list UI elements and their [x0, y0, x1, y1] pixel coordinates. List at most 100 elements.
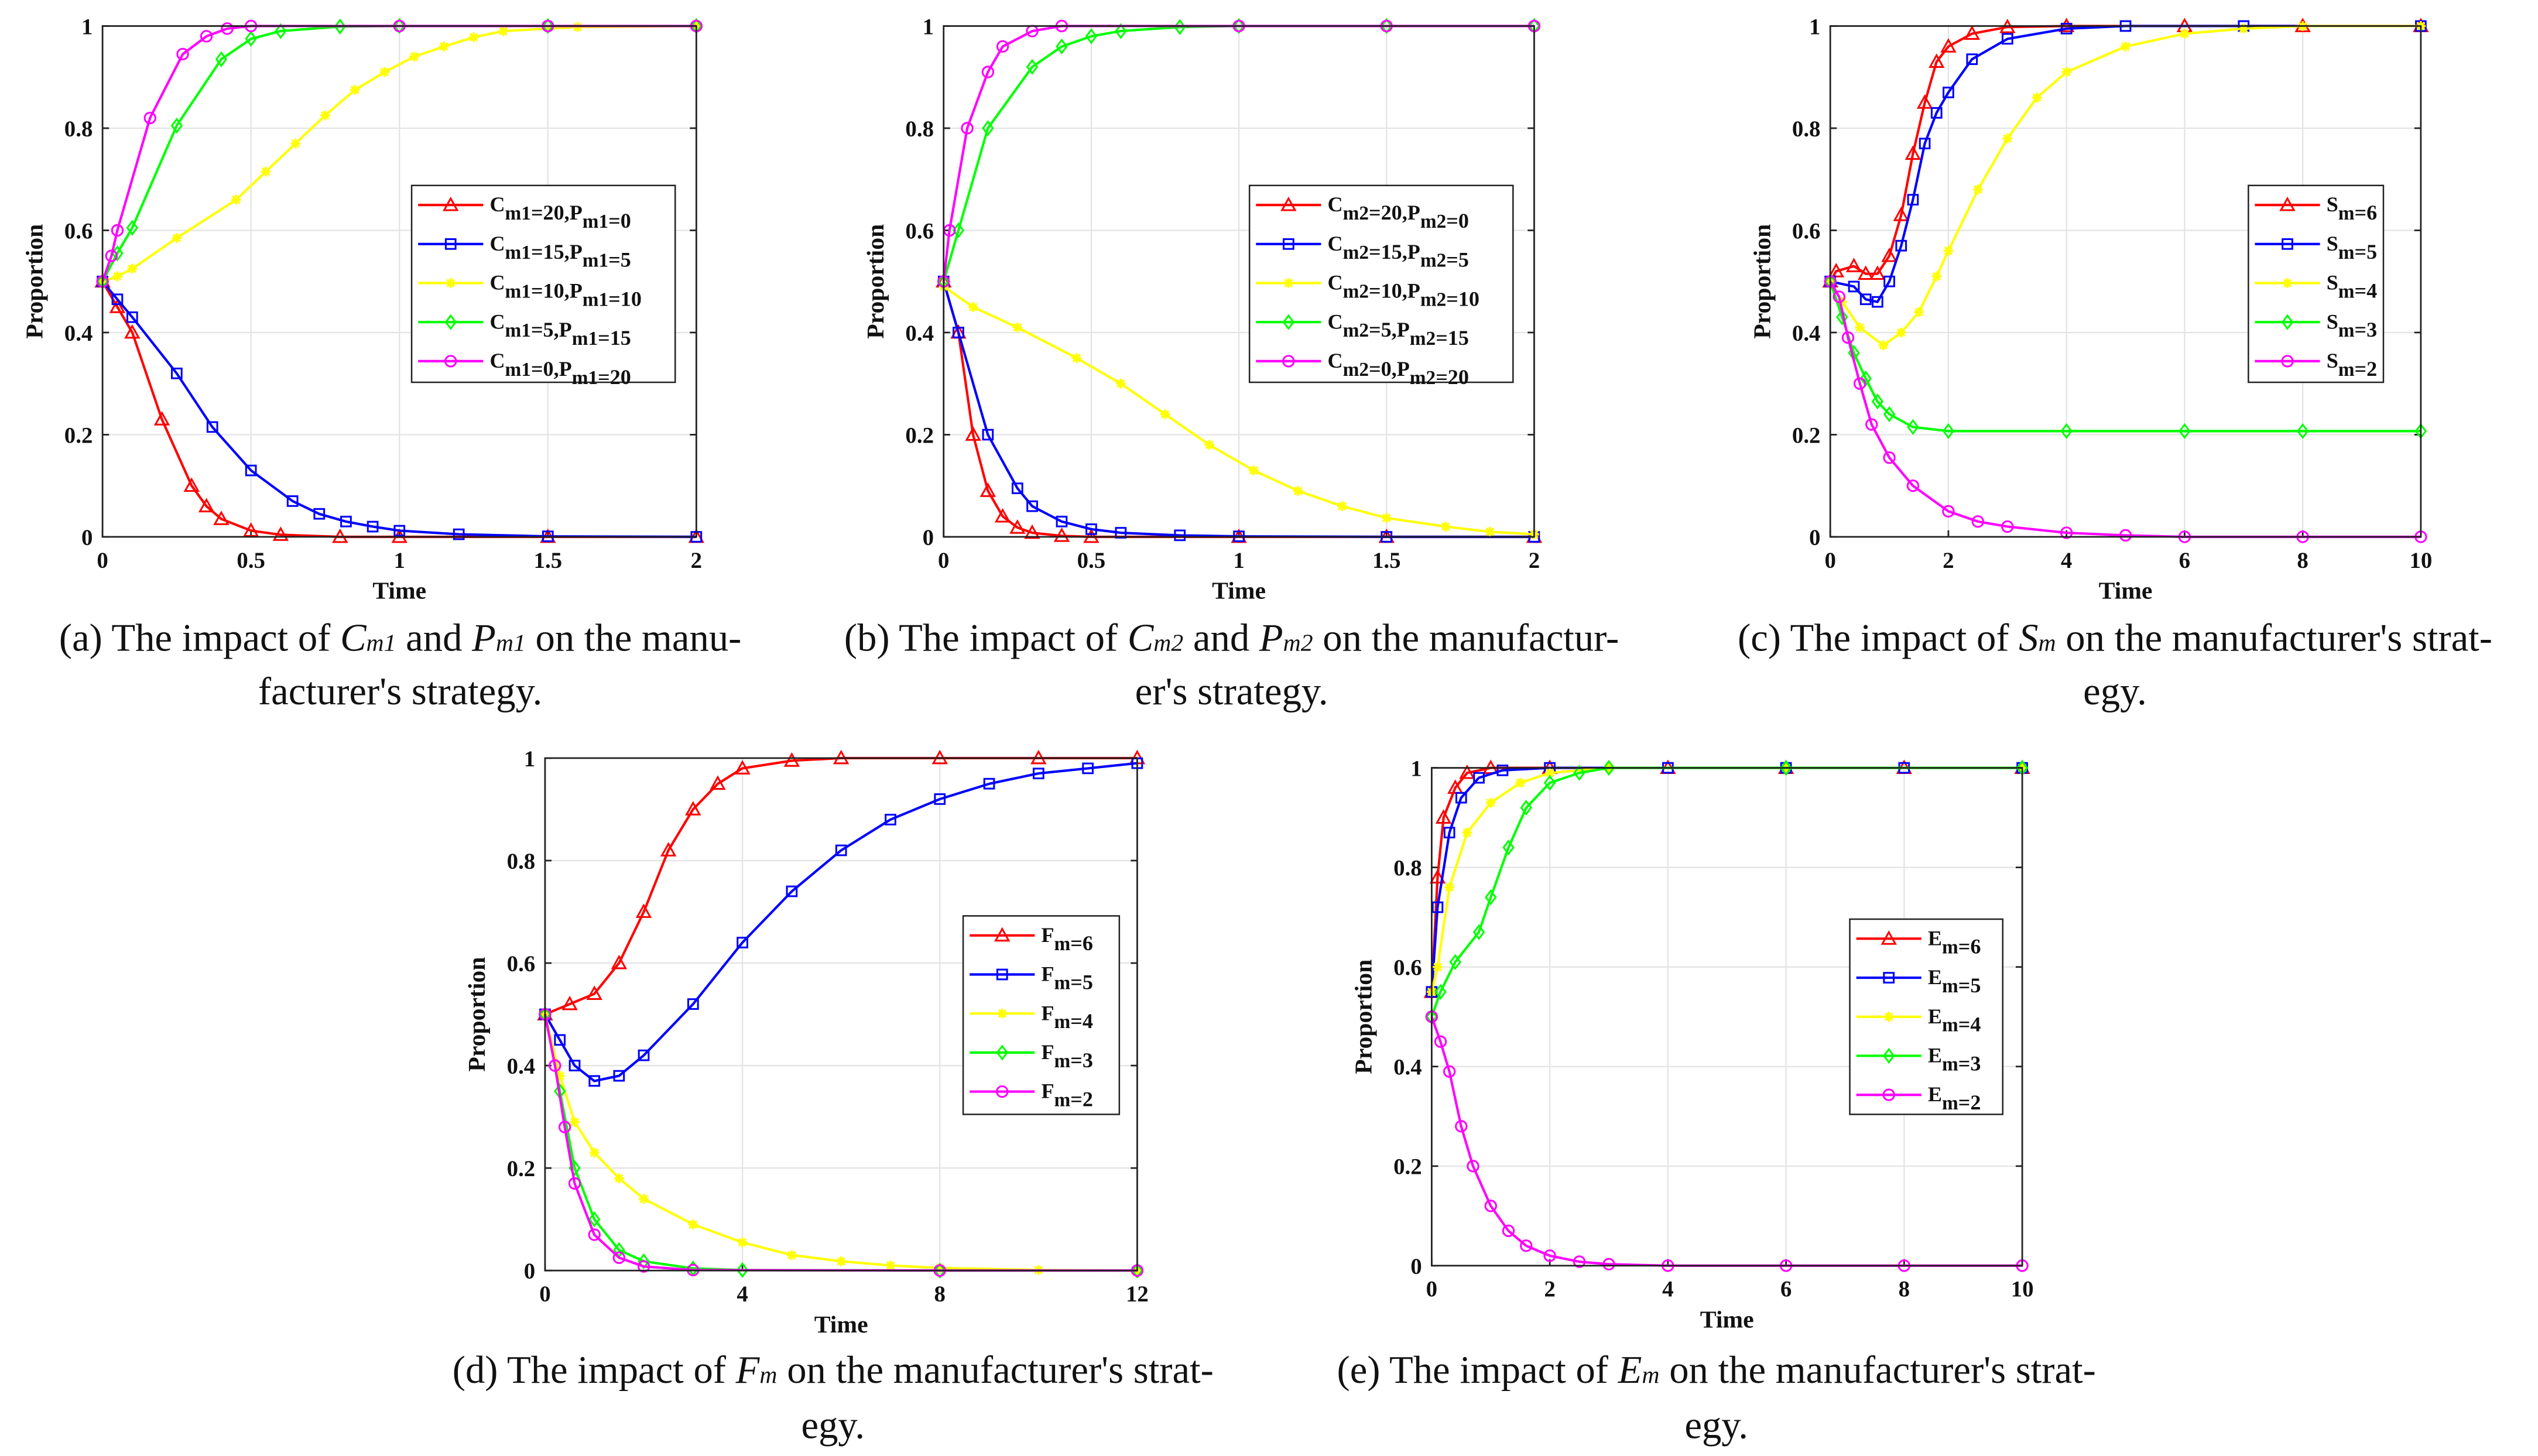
star-marker [261, 166, 271, 177]
svg-text:facturer's strategy.: facturer's strategy. [258, 670, 542, 713]
svg-text:egy.: egy. [801, 1404, 865, 1447]
triangle-marker [183, 477, 200, 492]
circle-marker [1833, 290, 1846, 303]
star-marker [1012, 322, 1023, 333]
triangle-marker [1053, 527, 1070, 542]
circle-marker [996, 1085, 1009, 1098]
star-marker [2002, 133, 2013, 143]
triangle-marker [198, 498, 215, 513]
circle-marker [588, 1228, 601, 1241]
circle-marker [1971, 515, 1985, 528]
diamond-marker [1484, 889, 1497, 906]
legend: Em=6 Em=5 Em=4 Em=3 Em=2 [1849, 918, 2003, 1115]
chart-c: 0 2 4 6 8 1000.20.40.60.81TimeProportionSm=6S… [1749, 14, 2432, 604]
circle-marker [961, 122, 974, 135]
triangle-marker [561, 995, 578, 1010]
legend-label: Cm1=0,Pm1=20 [489, 349, 631, 389]
circle-marker [1573, 1255, 1586, 1268]
star-marker [1440, 522, 1451, 532]
square-marker [996, 968, 1008, 981]
legend-label: Cm1=20,Pm1=0 [489, 193, 631, 232]
square-marker [1943, 87, 1954, 98]
y-axis-label: Proportion [1351, 960, 1378, 1074]
diamond-marker [1573, 765, 1585, 781]
diamond-marker [1882, 1047, 1895, 1064]
circle-marker [2060, 526, 2073, 539]
diamond-marker [334, 18, 347, 35]
star-marker [320, 110, 330, 121]
triangle-marker [994, 508, 1011, 523]
y-tick-label: 0.4 [905, 321, 934, 346]
x-axis-label: Time [814, 1311, 868, 1338]
triangle-marker [685, 801, 701, 816]
circle-marker [568, 1177, 581, 1190]
diamond-marker [1543, 775, 1556, 791]
y-axis-label: Proportion [862, 224, 889, 339]
star-marker [1943, 246, 1954, 256]
legend-label: Fm=4 [1041, 1001, 1092, 1033]
diamond-marker [736, 1262, 749, 1279]
series-line [543, 1014, 1138, 1272]
circle-marker [1602, 1258, 1615, 1271]
diamond-marker [996, 1044, 1009, 1061]
square-marker [885, 814, 896, 825]
chart-e: 0 2 4 6 8 1000.20.40.60.81TimeProportionEm=6E… [1351, 756, 2034, 1333]
star-marker [885, 1260, 896, 1270]
star-marker [2180, 29, 2190, 39]
square-marker [367, 520, 379, 533]
square-marker [1056, 515, 1068, 527]
square-marker [1431, 901, 1444, 913]
x-tick-label: 0 [1824, 548, 1835, 573]
legend-label: Em=4 [1928, 1005, 1981, 1036]
square-marker [687, 998, 699, 1010]
legend-label: Cm1=10,Pm1=10 [489, 271, 641, 311]
circle-marker [444, 355, 457, 368]
triangle-marker [213, 511, 230, 525]
triangle-marker [153, 411, 170, 426]
legend-label: Cm2=10,Pm2=10 [1328, 271, 1479, 311]
circle-marker [1853, 377, 1866, 390]
circle-marker [996, 40, 1009, 53]
square-marker [1966, 53, 1978, 66]
square-marker [1907, 194, 1919, 205]
square-marker [588, 1075, 601, 1087]
diamond-marker [393, 18, 406, 35]
square-marker [1032, 768, 1044, 780]
y-tick-label: 1 [524, 746, 535, 772]
square-marker [2282, 238, 2293, 250]
diamond-marker [2281, 314, 2294, 330]
square-marker [1082, 762, 1094, 775]
x-tick-label: 0.5 [237, 548, 265, 573]
x-tick-label: 0.5 [1077, 548, 1106, 573]
series-yellow [97, 21, 701, 287]
star-marker [1337, 501, 1347, 511]
square-marker [340, 515, 352, 527]
y-tick-label: 0.8 [905, 117, 934, 142]
diamond-marker [1232, 18, 1245, 35]
x-tick-label: 0 [539, 1282, 550, 1307]
diamond-marker [982, 120, 994, 136]
x-tick-label: 4 [2061, 548, 2072, 573]
square-marker [1496, 764, 1509, 776]
star-marker [1248, 465, 1259, 475]
x-tick-label: 8 [934, 1282, 946, 1307]
legend: Fm=6 Fm=5 Fm=4 Fm=3 Fm=2 [962, 915, 1121, 1115]
svg-text:er's strategy.: er's strategy. [1135, 670, 1328, 713]
square-marker [638, 1049, 650, 1061]
star-marker [446, 278, 456, 288]
triangle-marker [1024, 524, 1040, 539]
x-tick-label: 2 [691, 548, 702, 573]
caption-e: (e) The impact of Em on the manufacturer… [1337, 1349, 2095, 1447]
series-line [1830, 25, 2421, 303]
square-marker [737, 937, 748, 948]
y-tick-label: 0.2 [507, 1156, 536, 1181]
triangle-marker [1881, 930, 1897, 945]
star-marker [1116, 378, 1126, 389]
star-marker [1204, 440, 1214, 450]
star-marker [1973, 184, 1983, 195]
square-marker [1282, 238, 1294, 250]
circle-marker [1543, 1249, 1556, 1262]
x-axis-label: Time [2099, 578, 2153, 605]
legend: Sm=6 Sm=5 Sm=4 Sm=3 Sm=2 [2248, 184, 2385, 383]
